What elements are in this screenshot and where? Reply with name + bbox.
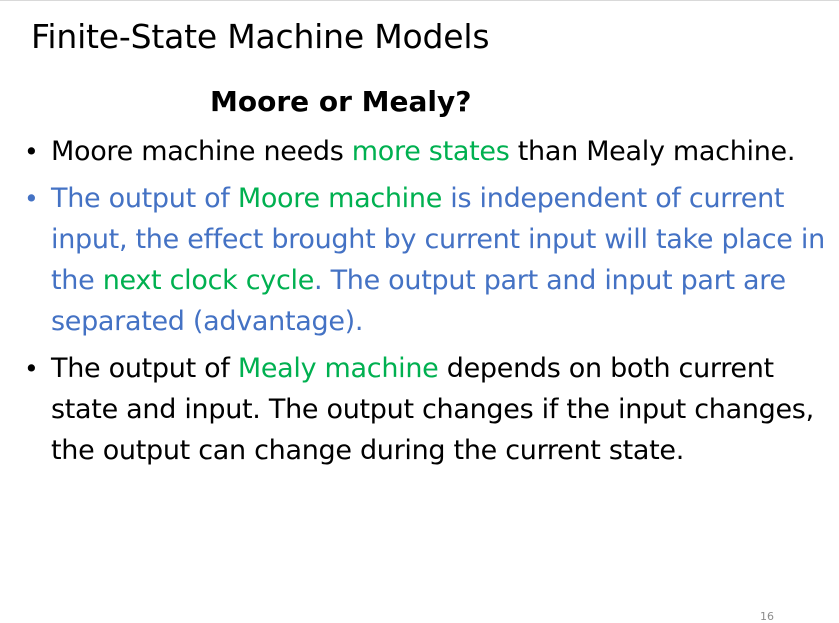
bullet-segment: Moore machine needs — [51, 136, 352, 167]
bullet-segment: . The output part and input part are sep… — [51, 265, 786, 337]
bullet-marker-icon: • — [24, 184, 39, 213]
top-divider — [0, 0, 839, 1]
slide-title: Finite-State Machine Models — [31, 17, 490, 56]
bullet-item-moore-states: • Moore machine needs more states than M… — [24, 131, 834, 172]
bullet-item-mealy-output: • The output of Mealy machine depends on… — [24, 348, 834, 471]
highlight-segment: Moore machine — [237, 183, 443, 214]
bullet-segment: The output of — [51, 353, 238, 384]
highlight-segment: next clock cycle — [102, 265, 315, 296]
slide-subtitle: Moore or Mealy? — [210, 85, 472, 118]
bullet-marker-icon: • — [24, 137, 39, 166]
highlight-segment: more states — [351, 136, 510, 167]
bullet-list: • Moore machine needs more states than M… — [24, 131, 834, 477]
bullet-text: The output of Mealy machine depends on b… — [51, 348, 834, 471]
bullet-segment: than Mealy machine. — [509, 136, 796, 167]
page-number: 16 — [760, 610, 774, 623]
bullet-item-moore-output: • The output of Moore machine is indepen… — [24, 178, 834, 342]
bullet-segment: is independent of current input, the eff… — [51, 183, 825, 296]
bullet-marker-icon: • — [24, 354, 39, 383]
bullet-segment: The output of — [51, 183, 238, 214]
bullet-text: The output of Moore machine is independe… — [51, 178, 834, 342]
highlight-segment: Mealy machine — [237, 353, 439, 384]
bullet-segment: depends on both current state and input.… — [51, 353, 814, 466]
bullet-text: Moore machine needs more states than Mea… — [51, 131, 834, 172]
